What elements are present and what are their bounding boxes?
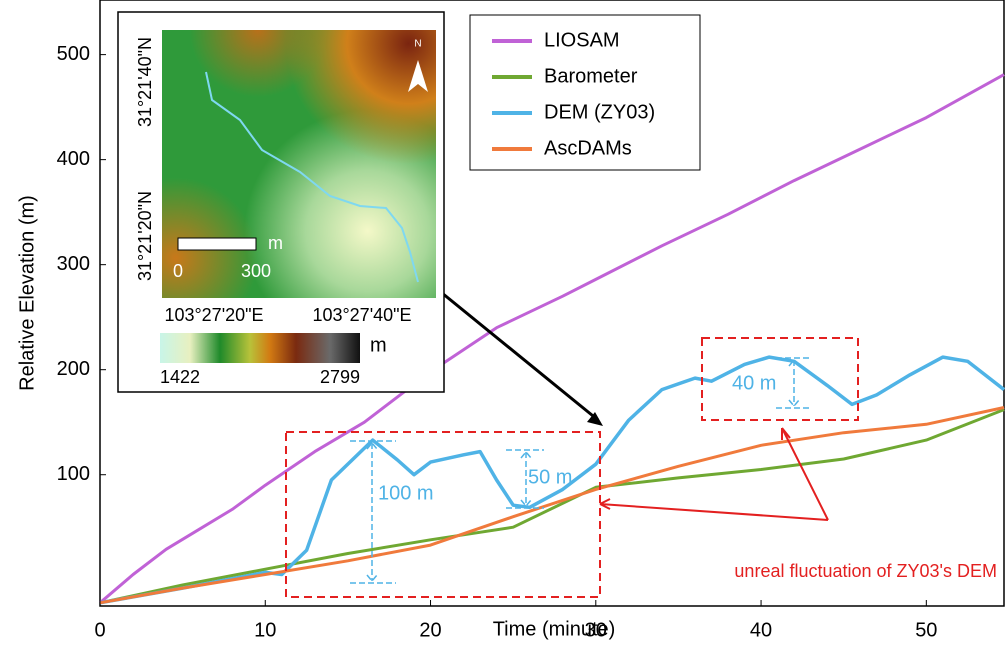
colorbar-label: 2799 bbox=[320, 367, 360, 387]
y-tick-label: 500 bbox=[57, 43, 90, 65]
scale-label: 300 bbox=[241, 261, 271, 281]
annotation: 50 m bbox=[528, 466, 572, 488]
scale-bar bbox=[178, 238, 256, 250]
colorbar-unit: m bbox=[370, 334, 387, 356]
y-axis-label: Relative Elevation (m) bbox=[16, 195, 38, 391]
x-tick-label: 0 bbox=[94, 619, 105, 641]
x-axis-label: Time (minute) bbox=[493, 618, 616, 640]
north-label: N bbox=[414, 39, 421, 50]
colorbar-label: 1422 bbox=[160, 367, 200, 387]
lat-label: 31°21'20"N bbox=[135, 191, 155, 281]
lon-label: 103°27'40"E bbox=[312, 305, 411, 325]
dem-map bbox=[162, 30, 436, 298]
x-tick-label: 10 bbox=[254, 619, 276, 641]
annotation: unreal fluctuation of ZY03's DEM bbox=[734, 561, 997, 581]
scale-label: 0 bbox=[173, 261, 183, 281]
lat-label: 31°21'40"N bbox=[135, 37, 155, 127]
lon-label: 103°27'20"E bbox=[164, 305, 263, 325]
y-tick-label: 300 bbox=[57, 253, 90, 275]
y-tick-label: 200 bbox=[57, 358, 90, 380]
legend-label: DEM (ZY03) bbox=[544, 101, 655, 123]
annotation: 40 m bbox=[732, 372, 776, 394]
y-tick-label: 400 bbox=[57, 148, 90, 170]
x-tick-label: 20 bbox=[419, 619, 441, 641]
y-tick-label: 100 bbox=[57, 463, 90, 485]
x-tick-label: 50 bbox=[915, 619, 937, 641]
legend-label: AscDAMs bbox=[544, 137, 632, 159]
highlight-box bbox=[286, 432, 600, 597]
scale-label: m bbox=[268, 233, 283, 253]
chart: 31°21'40"N 31°21'20"N 103°27'20"E 103°27'40… bbox=[0, 0, 1005, 645]
legend-label: Barometer bbox=[544, 65, 638, 87]
inset-map: 31°21'40"N 31°21'20"N 103°27'20"E 103°27'40… bbox=[118, 12, 444, 392]
inset-arrow bbox=[426, 280, 598, 420]
colorbar bbox=[160, 333, 360, 363]
x-tick-label: 40 bbox=[750, 619, 772, 641]
legend-label: LIOSAM bbox=[544, 29, 620, 51]
annotation: 100 m bbox=[378, 482, 434, 504]
